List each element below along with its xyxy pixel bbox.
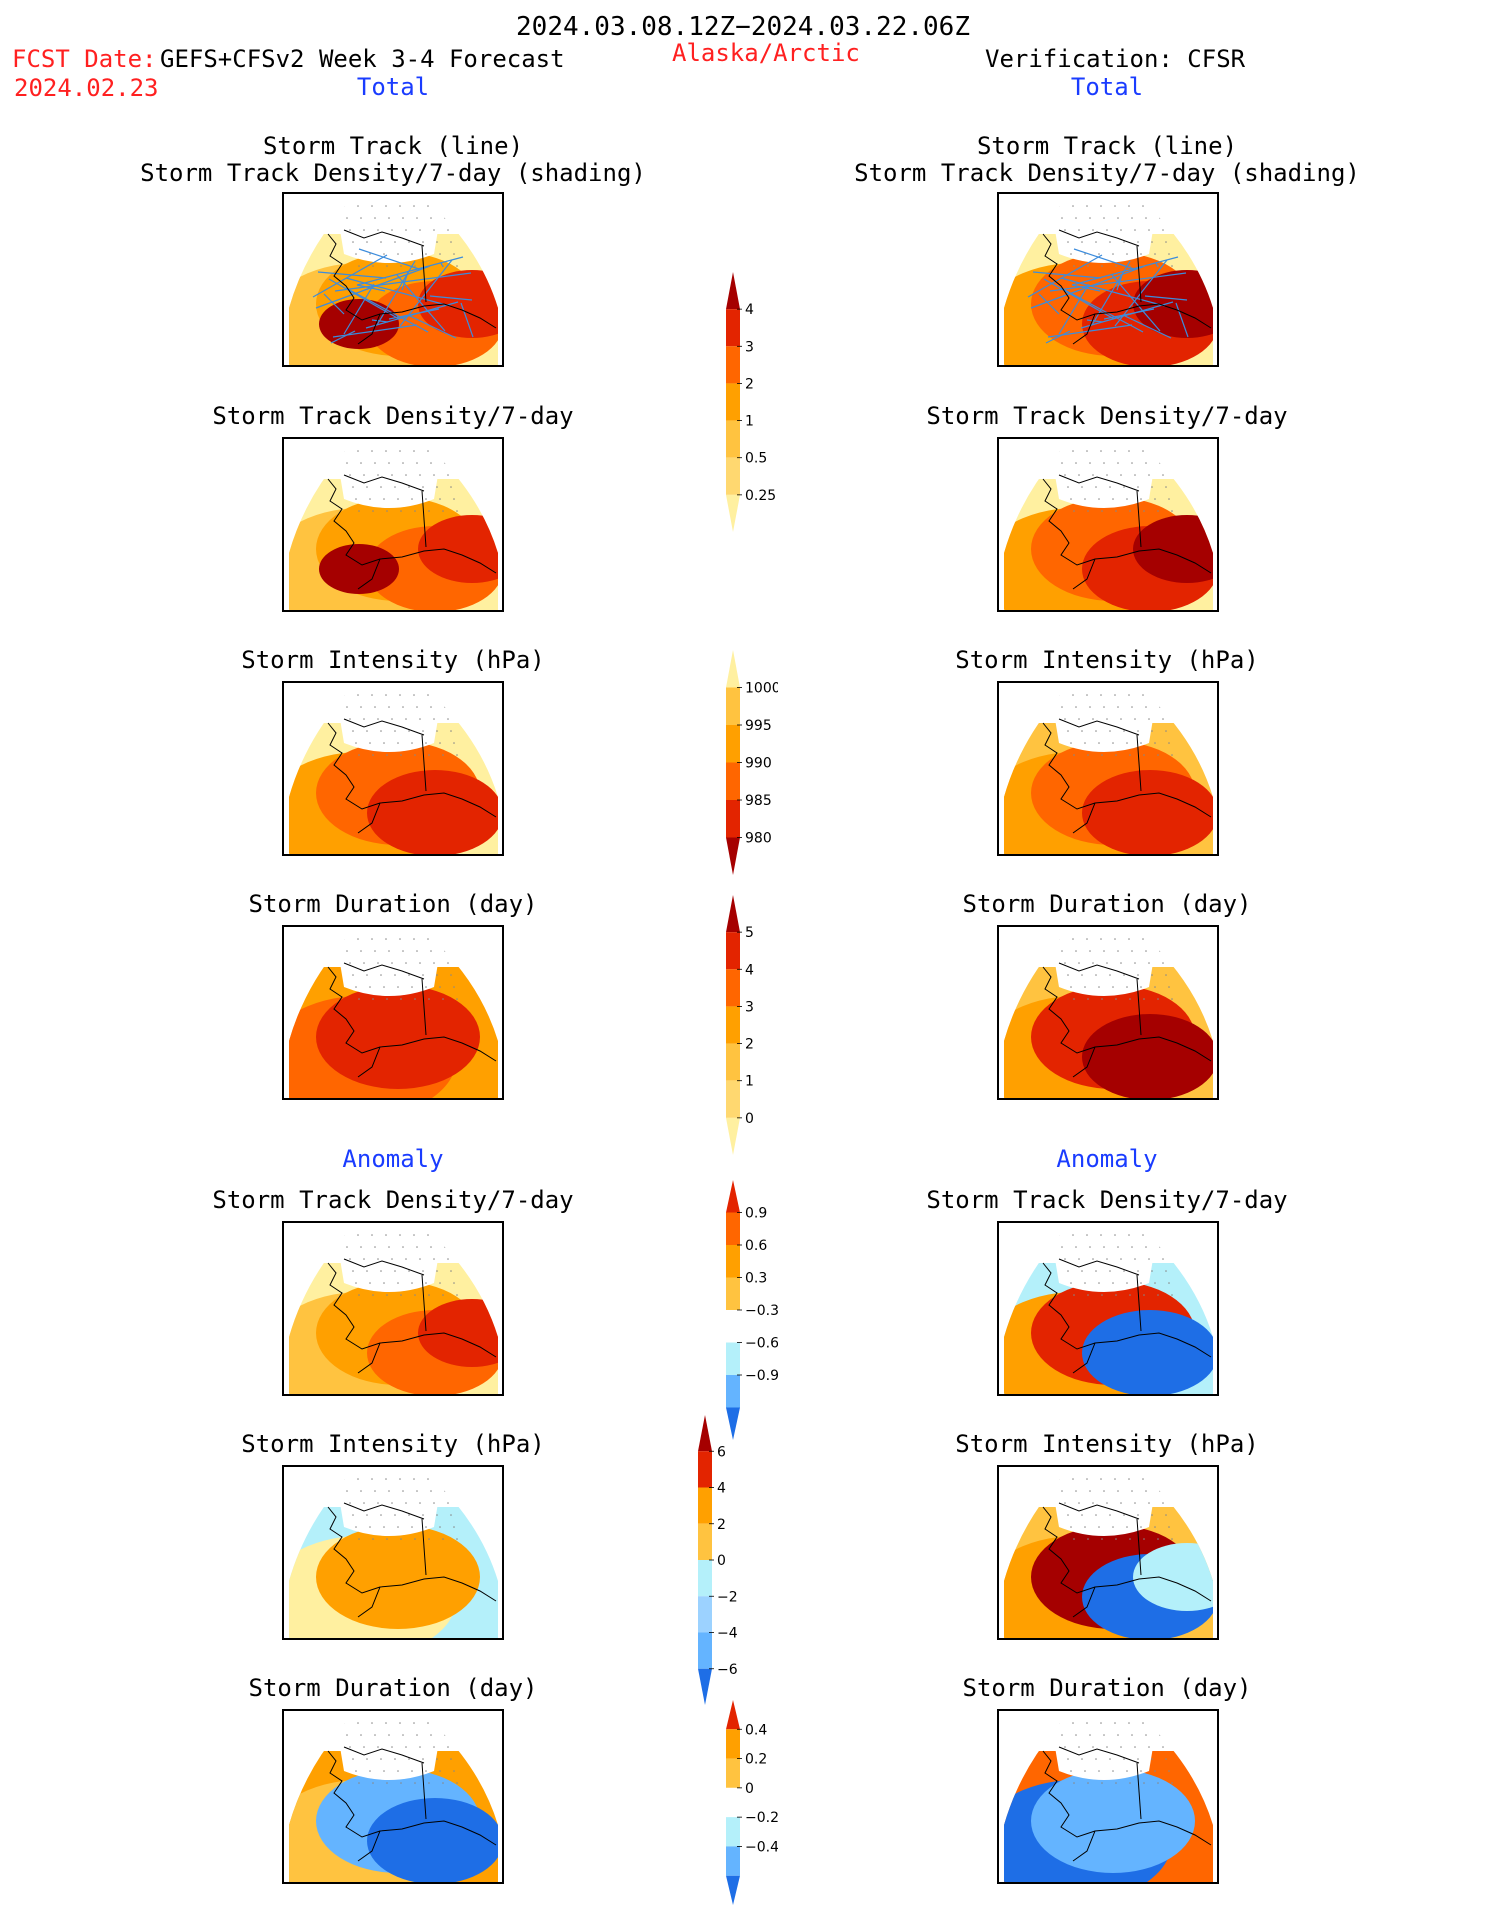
colorbar-tick-label: 0.2 [745, 1752, 767, 1768]
fcst-duration-anom-title: Storm Duration (day) [248, 1674, 538, 1702]
verif-track-map [997, 192, 1219, 367]
colorbar-tick-label: 5 [745, 925, 754, 941]
colorbar-tick-label: 0 [717, 1553, 726, 1569]
fcst-date-label: FCST Date: [12, 45, 157, 73]
colorbar-tick-label: −0.4 [745, 1839, 778, 1855]
colorbar-tick-label: 6 [717, 1444, 726, 1460]
colorbar-tick-label: 0.3 [745, 1271, 767, 1287]
verif-anomaly-label: Anomaly [1056, 1145, 1158, 1173]
verif-track-title-line1: Storm Track (line) [976, 132, 1238, 160]
verif-intensity-anom-map [997, 1465, 1219, 1640]
verification-label: Verification: CFSR [985, 45, 1246, 73]
verification-total-label: Total [1070, 73, 1144, 101]
colorbar-tick-label: 985 [745, 793, 772, 809]
colorbar-tick-label: 980 [745, 831, 772, 847]
verif-duration-anom-title: Storm Duration (day) [962, 1674, 1252, 1702]
fcst-intensity-anom-map [282, 1465, 504, 1640]
forecast-total-label: Total [356, 73, 430, 101]
fcst-track-map [282, 192, 504, 367]
verif-density-title: Storm Track Density/7-day [926, 402, 1288, 430]
duration-anom-colorbar: 0.4 0.2 0 −0.2 −0.4 [726, 1700, 778, 1905]
fcst-track-title: Storm Track (line) Storm Track Density/7-… [140, 133, 646, 187]
colorbar-tick-label: −0.2 [745, 1810, 778, 1826]
colorbar-tick-label: 2 [745, 1037, 754, 1053]
colorbar-tick-label: 0.5 [745, 451, 767, 467]
verif-intensity-anom-title: Storm Intensity (hPa) [955, 1430, 1259, 1458]
fcst-duration-title: Storm Duration (day) [248, 890, 538, 918]
colorbar-tick-label: 995 [745, 718, 772, 734]
verif-track-title-line2: Storm Track Density/7-day (shading) [854, 159, 1360, 187]
fcst-track-title-line2: Storm Track Density/7-day (shading) [140, 159, 646, 187]
model-label: GEFS+CFSv2 Week 3-4 Forecast [160, 45, 565, 73]
fcst-track-title-line1: Storm Track (line) [262, 132, 524, 160]
density-total-colorbar: 4 3 2 1 0.5 0.25 [726, 272, 776, 532]
intensity-anom-colorbar: 6 4 2 0 −2 −4 −6 [698, 1415, 738, 1705]
colorbar-tick-label: −4 [717, 1626, 738, 1642]
fcst-duration-anom-map [282, 1709, 504, 1884]
colorbar-tick-label: 2 [745, 376, 754, 392]
colorbar-tick-label: 4 [745, 962, 754, 978]
colorbar-tick-label: −0.6 [745, 1336, 778, 1352]
colorbar-tick-label: −0.3 [745, 1303, 778, 1319]
colorbar-tick-label: 0 [745, 1111, 754, 1127]
verif-density-anom-map [997, 1221, 1219, 1396]
fcst-duration-map [282, 925, 504, 1100]
colorbar-tick-label: 1000 [745, 681, 778, 697]
colorbar-tick-label: 1 [745, 414, 754, 430]
fcst-intensity-anom-title: Storm Intensity (hPa) [241, 1430, 545, 1458]
colorbar-tick-label: 3 [745, 339, 754, 355]
fcst-density-anom-title: Storm Track Density/7-day [212, 1186, 574, 1214]
date-range: 2024.03.08.12Z−2024.03.22.06Z [516, 12, 970, 42]
verif-duration-title: Storm Duration (day) [962, 890, 1252, 918]
intensity-total-colorbar: 1000 995 990 985 980 [726, 650, 778, 875]
verif-density-anom-title: Storm Track Density/7-day [926, 1186, 1288, 1214]
colorbar-tick-label: 0.9 [745, 1206, 767, 1222]
duration-total-colorbar: 5 4 3 2 1 0 [726, 895, 754, 1155]
colorbar-tick-label: 1 [745, 1074, 754, 1090]
colorbar-tick-label: −0.9 [745, 1368, 778, 1384]
colorbar-tick-label: 0.4 [745, 1722, 767, 1738]
region-label: Alaska/Arctic [672, 39, 860, 67]
fcst-density-map [282, 437, 504, 612]
verif-track-title: Storm Track (line) Storm Track Density/7-… [854, 133, 1360, 187]
colorbar-tick-label: 0.6 [745, 1238, 767, 1254]
colorbar-tick-label: 3 [745, 999, 754, 1015]
colorbar-tick-label: 990 [745, 756, 772, 772]
colorbar-tick-label: −2 [717, 1589, 738, 1605]
fcst-density-title: Storm Track Density/7-day [212, 402, 574, 430]
verif-intensity-map [997, 681, 1219, 856]
colorbar-tick-label: −6 [717, 1662, 738, 1678]
density-anom-colorbar: 0.9 0.6 0.3 −0.3 −0.6 −0.9 [726, 1180, 778, 1440]
colorbar-tick-label: 2 [717, 1517, 726, 1533]
verif-density-map [997, 437, 1219, 612]
fcst-intensity-map [282, 681, 504, 856]
colorbar-tick-label: 4 [717, 1481, 726, 1497]
fcst-density-anom-map [282, 1221, 504, 1396]
verif-intensity-title: Storm Intensity (hPa) [955, 646, 1259, 674]
fcst-anomaly-label: Anomaly [342, 1145, 444, 1173]
colorbar-tick-label: 4 [745, 302, 754, 318]
colorbar-tick-label: 0 [745, 1781, 754, 1797]
fcst-intensity-title: Storm Intensity (hPa) [241, 646, 545, 674]
verif-duration-anom-map [997, 1709, 1219, 1884]
fcst-date-value: 2024.02.23 [14, 74, 159, 102]
verif-duration-map [997, 925, 1219, 1100]
colorbar-tick-label: 0.25 [745, 488, 776, 504]
